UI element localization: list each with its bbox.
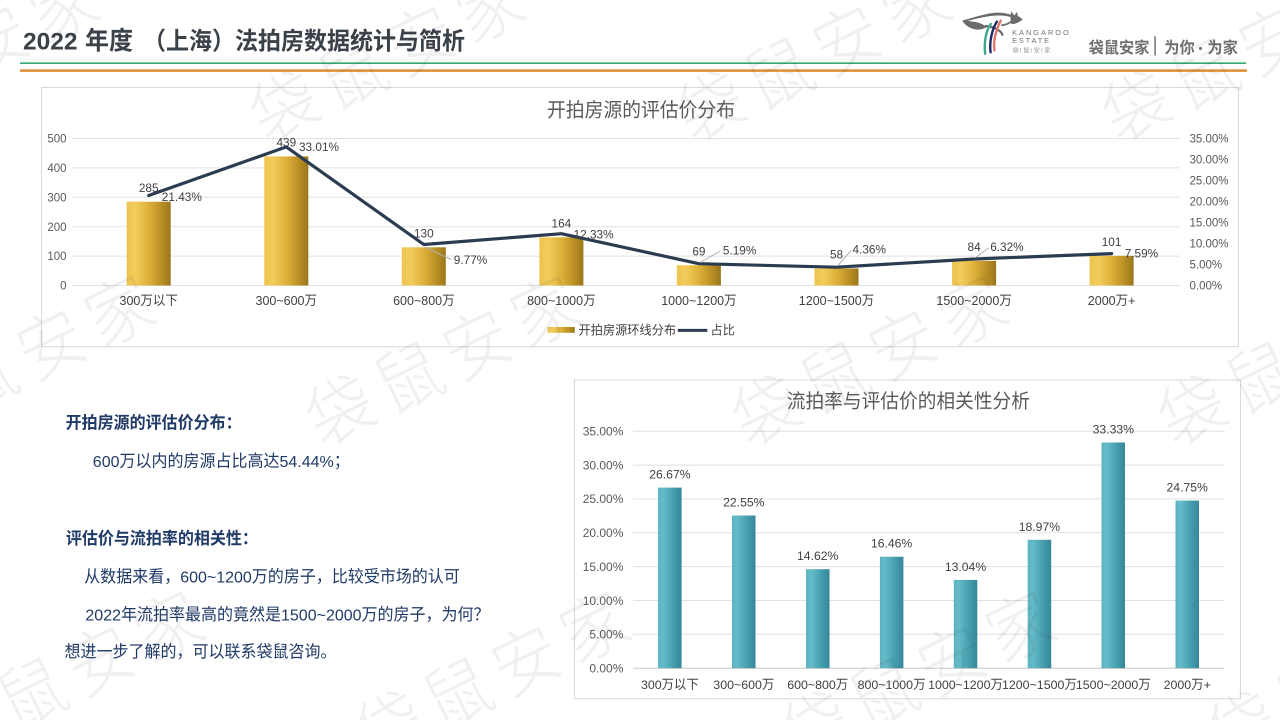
svg-text:300: 300 <box>47 192 66 204</box>
svg-text:10.00%: 10.00% <box>583 594 624 608</box>
svg-text:101: 101 <box>1102 235 1122 249</box>
svg-text:24.75%: 24.75% <box>1167 481 1208 495</box>
svg-text:35.00%: 35.00% <box>1190 134 1229 146</box>
svg-text:600: 600 <box>93 454 120 471</box>
svg-text:35.00%: 35.00% <box>583 425 624 439</box>
svg-text:25.00%: 25.00% <box>583 492 624 506</box>
svg-text:2000: 2000 <box>1164 678 1192 692</box>
svg-text:21.43%: 21.43% <box>162 190 203 204</box>
svg-text:25.00%: 25.00% <box>1190 176 1229 188</box>
svg-text:1200~1500: 1200~1500 <box>1002 678 1064 692</box>
svg-text:1500~2000: 1500~2000 <box>281 607 362 624</box>
svg-text:439: 439 <box>276 136 296 150</box>
svg-text:ESTATE: ESTATE <box>1012 36 1051 45</box>
svg-text:13.04%: 13.04% <box>945 560 986 574</box>
svg-text:4.36%: 4.36% <box>853 242 887 256</box>
svg-text:+: + <box>1204 678 1211 692</box>
svg-text:16.46%: 16.46% <box>871 537 912 551</box>
svg-text:9.77%: 9.77% <box>454 253 488 267</box>
svg-text:100: 100 <box>47 251 66 263</box>
svg-text:5.00%: 5.00% <box>1190 260 1223 272</box>
svg-text:15.00%: 15.00% <box>1190 218 1229 230</box>
svg-text:84: 84 <box>968 240 982 254</box>
svg-text:300~600: 300~600 <box>256 294 305 308</box>
svg-text:30.00%: 30.00% <box>583 458 624 472</box>
svg-text:164: 164 <box>552 217 572 231</box>
svg-text:2000: 2000 <box>1088 294 1116 308</box>
svg-text:1500~2000: 1500~2000 <box>1076 678 1138 692</box>
svg-text:12.33%: 12.33% <box>574 228 615 242</box>
svg-text:300~600: 300~600 <box>713 678 762 692</box>
svg-text:15.00%: 15.00% <box>583 560 624 574</box>
svg-text:500: 500 <box>47 134 66 146</box>
svg-text:6.32%: 6.32% <box>990 240 1024 254</box>
svg-text:600~800: 600~800 <box>787 678 836 692</box>
svg-text:20.00%: 20.00% <box>583 526 624 540</box>
svg-text:58: 58 <box>830 248 844 262</box>
svg-text:400: 400 <box>47 163 66 175</box>
svg-text:26.67%: 26.67% <box>649 468 690 482</box>
svg-text:285: 285 <box>139 181 159 195</box>
svg-text:22.55%: 22.55% <box>723 496 764 510</box>
svg-text:7.59%: 7.59% <box>1125 247 1159 261</box>
svg-text:600~800: 600~800 <box>393 294 442 308</box>
svg-text:20.00%: 20.00% <box>1190 197 1229 209</box>
svg-text:10.00%: 10.00% <box>1190 239 1229 251</box>
svg-text:600~1200: 600~1200 <box>180 569 252 586</box>
svg-text:1000~1200: 1000~1200 <box>928 678 990 692</box>
svg-text:+: + <box>1128 294 1135 308</box>
svg-text:54.44%: 54.44% <box>280 454 334 471</box>
svg-text:1200~1500: 1200~1500 <box>799 294 862 308</box>
svg-text:30.00%: 30.00% <box>1190 155 1229 167</box>
svg-text:33.33%: 33.33% <box>1093 423 1134 437</box>
svg-text:200: 200 <box>47 222 66 234</box>
svg-text:0.00%: 0.00% <box>1190 281 1223 293</box>
svg-text:300: 300 <box>641 678 662 692</box>
svg-text:18.97%: 18.97% <box>1019 520 1060 534</box>
svg-text:33.01%: 33.01% <box>299 140 340 154</box>
svg-text:2022: 2022 <box>85 607 121 624</box>
svg-text:1000~1200: 1000~1200 <box>661 294 724 308</box>
svg-text:KANGAROO: KANGAROO <box>1012 28 1071 37</box>
svg-text:14.62%: 14.62% <box>797 549 838 563</box>
svg-text:0: 0 <box>60 281 66 293</box>
svg-text:0.00%: 0.00% <box>589 662 623 676</box>
svg-text:130: 130 <box>414 227 434 241</box>
svg-text:69: 69 <box>692 244 705 258</box>
svg-text:5.19%: 5.19% <box>723 243 757 257</box>
